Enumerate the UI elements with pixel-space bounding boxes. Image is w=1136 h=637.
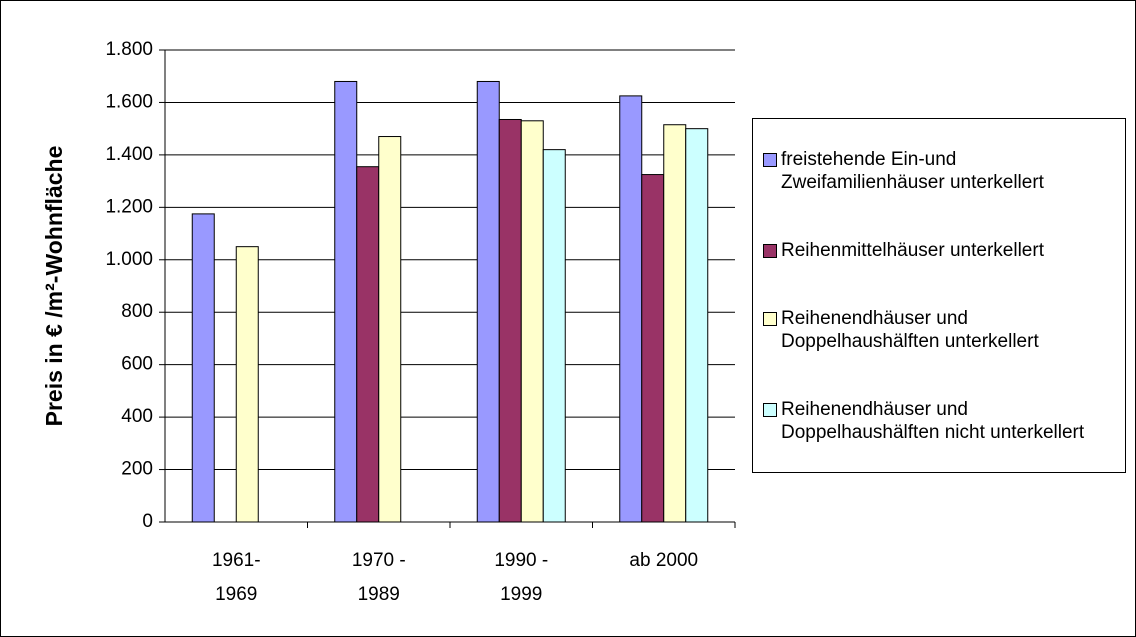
- bar: [235, 246, 259, 523]
- y-tick-label: 0: [142, 511, 153, 532]
- x-tick-label: 1961-1969: [212, 550, 261, 605]
- legend: freistehende Ein-und Zweifamilienhäuser …: [752, 118, 1126, 473]
- legend-swatch: [763, 152, 777, 167]
- bar: [663, 124, 687, 523]
- y-tick-label: 1.600: [105, 91, 153, 112]
- x-tick-label: 1990 -1999: [494, 550, 548, 605]
- y-tick-label: 800: [121, 301, 153, 322]
- y-tick-label: 1.200: [105, 196, 153, 217]
- y-tick-label: 1.400: [105, 144, 153, 165]
- legend-swatch: [763, 311, 777, 326]
- legend-item: Reihenendhäuser und Doppelhaushälften un…: [763, 307, 1121, 353]
- legend-item: freistehende Ein-und Zweifamilienhäuser …: [763, 148, 1121, 194]
- y-axis-label: Preis in € /m²-Wohnfläche: [41, 146, 67, 427]
- bar: [334, 80, 358, 523]
- y-tick-label: 400: [121, 406, 153, 427]
- bar: [191, 213, 215, 523]
- legend-label: Reihenendhäuser und Doppelhaushälften un…: [781, 307, 1039, 352]
- legend-swatch: [763, 243, 777, 258]
- legend-item: Reihenendhäuser und Doppelhaushälften ni…: [763, 398, 1121, 444]
- y-tick-label: 1.800: [105, 39, 153, 60]
- bar: [641, 174, 665, 523]
- legend-label: freistehende Ein-und Zweifamilienhäuser …: [781, 148, 1044, 193]
- legend-item: Reihenmittelhäuser unterkellert: [763, 239, 1121, 262]
- bar: [542, 149, 566, 523]
- bar: [498, 118, 522, 523]
- bar: [520, 120, 544, 523]
- bar: [619, 95, 643, 523]
- bar: [378, 136, 402, 523]
- x-tick-label: 1970 -1989: [352, 550, 406, 605]
- legend-swatch: [763, 402, 777, 417]
- legend-label: Reihenmittelhäuser unterkellert: [781, 239, 1044, 261]
- bar: [476, 80, 500, 523]
- x-tick-label: ab 2000: [629, 550, 698, 571]
- bar: [356, 166, 380, 523]
- y-tick-label: 600: [121, 354, 153, 375]
- y-tick-label: 1.000: [105, 249, 153, 270]
- legend-label: Reihenendhäuser und Doppelhaushälften ni…: [781, 398, 1085, 443]
- y-tick-label: 200: [121, 459, 153, 480]
- bar: [685, 128, 709, 523]
